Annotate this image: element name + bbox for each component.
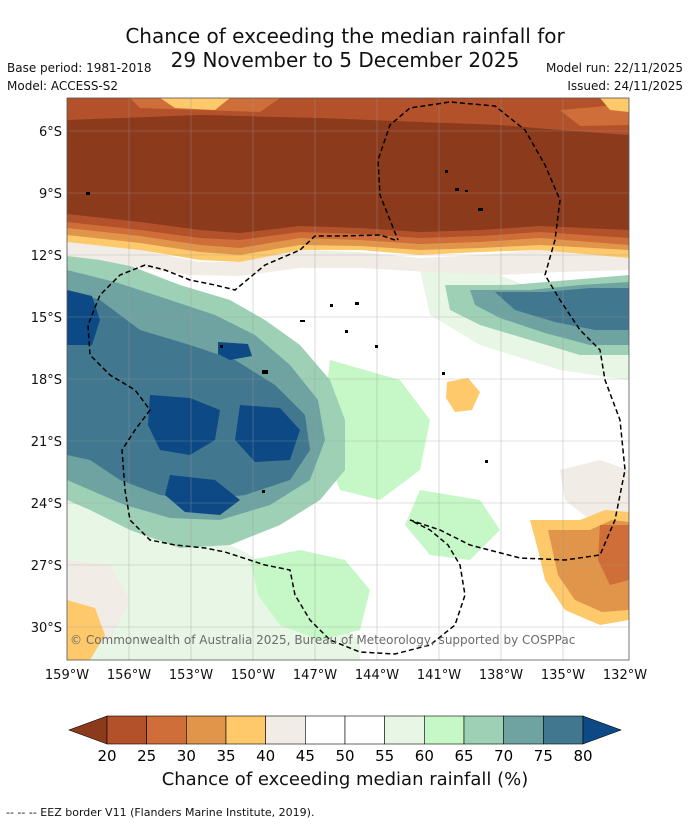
colorbar-bin: [146, 715, 187, 745]
colorbar-bin: [384, 715, 425, 745]
green-region-east: [405, 490, 500, 560]
colorbar-tick-label: 80: [573, 747, 592, 765]
colorbar-tick-label: 30: [177, 747, 196, 765]
meta-left: Base period: 1981-2018 Model: ACCESS-S2: [7, 59, 152, 95]
island-markers: [86, 170, 488, 493]
base-period-label: Base period: 1981-2018: [7, 61, 152, 75]
colorbar-bin: [186, 715, 227, 745]
grey-region-southeast: [560, 460, 629, 520]
colorbar-arrow-low: [68, 715, 108, 745]
lon-label: 144°W: [355, 668, 399, 683]
colorbar-arrow-high: [582, 715, 622, 745]
lat-label: 15°S: [31, 311, 62, 326]
lat-label: 21°S: [31, 435, 62, 450]
dark-blue-region-1: [67, 290, 100, 345]
colorbar-tick-label: 70: [494, 747, 513, 765]
colorbar: 20 25 30 35 40 45 50 55 60 65 70 75 80: [68, 715, 622, 765]
lat-label: 9°S: [39, 187, 62, 202]
issued-label: Issued: 24/11/2025: [567, 79, 683, 93]
colorbar-tick-label: 35: [216, 747, 235, 765]
colorbar-bin: [225, 715, 266, 745]
colorbar-tick-label: 25: [137, 747, 156, 765]
lon-label: 153°W: [169, 668, 213, 683]
colorbar-bin: [265, 715, 306, 745]
orange-patches-north: [130, 98, 629, 126]
lon-label: 159°W: [45, 668, 89, 683]
lat-label: 24°S: [31, 497, 62, 512]
colorbar-tick-label: 55: [375, 747, 394, 765]
colorbar-caption: Chance of exceeding median rainfall (%): [161, 769, 529, 790]
colorbar-bin: [106, 715, 147, 745]
map-frame: [66, 97, 630, 661]
dark-blue-region-3: [235, 405, 300, 462]
yellow-spot-center: [446, 378, 480, 412]
green-region-south: [250, 550, 370, 640]
meta-right: Model run: 22/11/2025 Issued: 24/11/2025: [546, 59, 683, 95]
colorbar-bin: [305, 715, 346, 745]
colorbar-tick-label: 75: [534, 747, 553, 765]
colorbar-tick-label: 45: [296, 747, 315, 765]
lat-label: 6°S: [39, 125, 62, 140]
lon-label: 150°W: [231, 668, 275, 683]
brown-region-north: [67, 115, 629, 233]
dark-orange-region-southeast: [598, 525, 629, 585]
lon-label: 141°W: [417, 668, 461, 683]
lat-label: 27°S: [31, 559, 62, 574]
lon-label: 156°W: [107, 668, 151, 683]
blue-region-east: [495, 288, 629, 330]
colorbar-bin: [463, 715, 504, 745]
eez-legend-footer: -- -- -- EEZ border V11 (Flanders Marine…: [6, 806, 315, 819]
colorbar-tick-label: 50: [335, 747, 354, 765]
map-title-line-1: Chance of exceeding the median rainfall …: [125, 24, 565, 48]
lon-label: 132°W: [603, 668, 647, 683]
map-field: [67, 98, 629, 660]
dark-blue-region-4: [165, 475, 240, 515]
model-label: Model: ACCESS-S2: [7, 79, 119, 93]
yellow-patches-north: [160, 98, 629, 112]
colorbar-bin: [344, 715, 385, 745]
colorbar-tick-label: 60: [415, 747, 434, 765]
map-title-line-2: 29 November to 5 December 2025: [170, 48, 520, 72]
model-run-label: Model run: 22/11/2025: [545, 61, 683, 75]
colorbar-tick-label: 65: [454, 747, 473, 765]
lon-label: 147°W: [293, 668, 337, 683]
dark-blue-region-2: [148, 395, 220, 455]
colorbar-tick-label: 40: [256, 747, 275, 765]
orange-spot-southwest: [67, 600, 105, 660]
lat-label: 12°S: [31, 249, 62, 264]
colorbar-bin: [503, 715, 544, 745]
colorbar-tick-label: 20: [97, 747, 116, 765]
lat-label: 30°S: [31, 621, 62, 636]
colorbar-bin: [424, 715, 465, 745]
lon-label: 135°W: [541, 668, 585, 683]
colorbar-bin: [543, 715, 584, 745]
eez-border-line: [87, 101, 626, 655]
green-region-center: [320, 360, 430, 500]
dark-blue-region-5: [218, 342, 252, 360]
map-gridlines: [67, 98, 629, 660]
lat-label: 18°S: [31, 373, 62, 388]
copyright-notice: © Commonwealth of Australia 2025, Bureau…: [70, 633, 576, 647]
lon-label: 138°W: [479, 668, 523, 683]
cream-region-north: [67, 240, 629, 276]
